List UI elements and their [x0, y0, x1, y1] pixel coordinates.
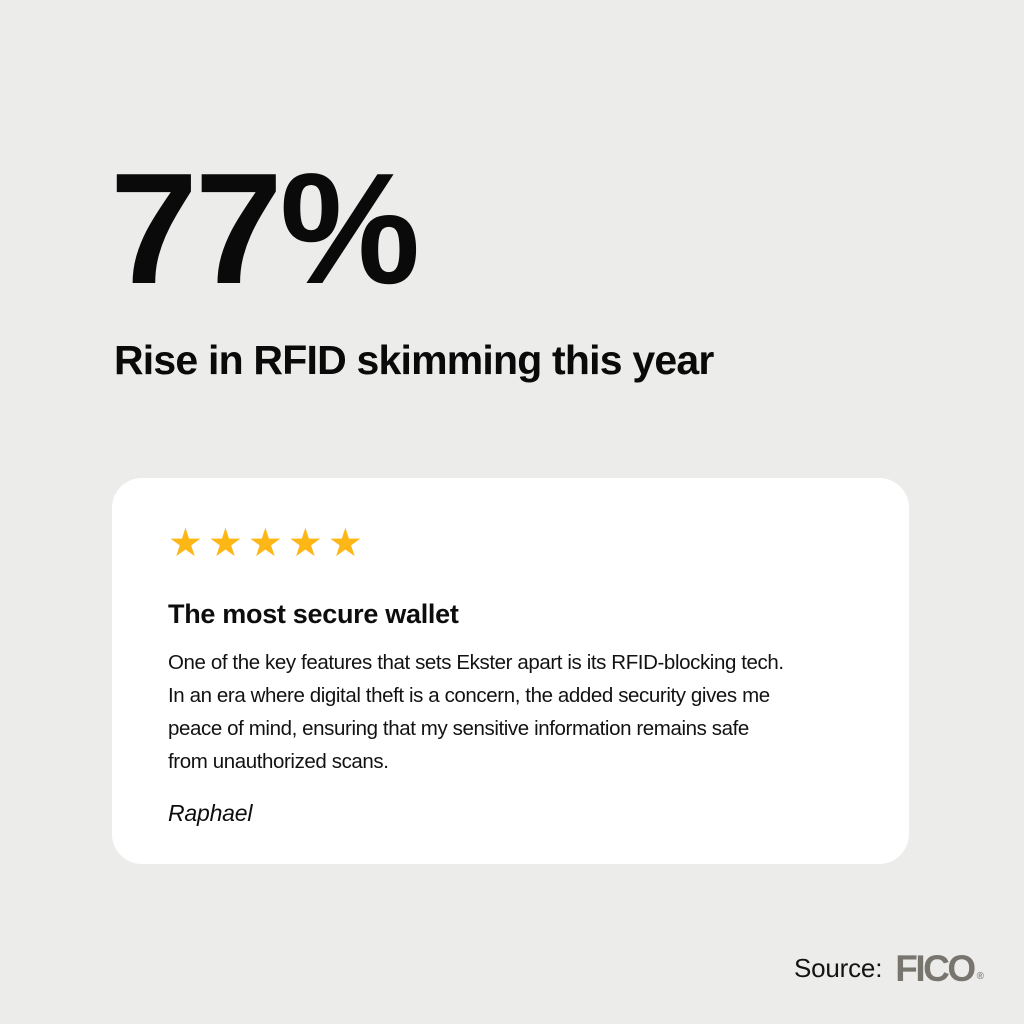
review-body-line: peace of mind, ensuring that my sensitiv…: [168, 717, 749, 740]
registered-trademark-icon: ®: [976, 971, 984, 982]
source-label: Source:: [794, 953, 883, 983]
review-body-line: from unauthorized scans.: [168, 750, 389, 773]
review-body-line: One of the key features that sets Ekster…: [168, 651, 784, 674]
review-author: Raphael: [168, 800, 253, 826]
stat-description: Rise in RFID skimming this year: [114, 337, 714, 383]
stat-percentage: 77%: [110, 141, 420, 317]
testimonial-card: ★★★★★ The most secure wallet One of the …: [112, 478, 909, 864]
source-attribution: Source: FICO ®: [794, 950, 984, 987]
fico-logo-text: FICO: [895, 948, 976, 989]
fico-logo: FICO ®: [895, 950, 984, 987]
review-body-line: In an era where digital theft is a conce…: [168, 684, 770, 707]
review-title: The most secure wallet: [168, 599, 459, 629]
five-star-rating-icon: ★★★★★: [168, 521, 368, 566]
review-body: One of the key features that sets Ekster…: [168, 646, 853, 778]
